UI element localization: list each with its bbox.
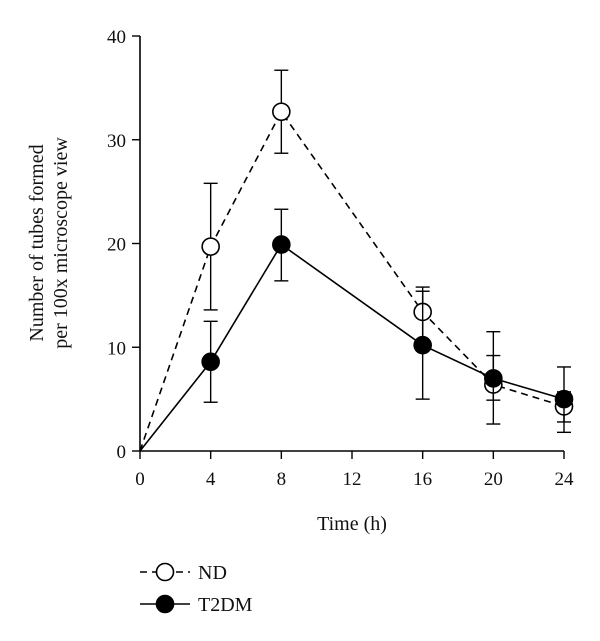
series-t2dm — [139, 208, 574, 452]
legend-label: T2DM — [198, 594, 253, 616]
data-point — [201, 352, 220, 372]
x-axis-title: Time (h) — [317, 513, 387, 535]
axes: 0 10 20 30 40 0 4 8 12 16 20 24 — [107, 27, 574, 490]
y-tick-label: 30 — [107, 131, 126, 152]
data-point — [272, 235, 291, 254]
y-tick-label: 40 — [107, 27, 126, 48]
series-line-t2dm — [139, 243, 565, 452]
x-tick-label: 12 — [343, 469, 362, 490]
error-bar — [486, 354, 501, 425]
data-point — [201, 237, 220, 256]
legend: ND T2DM — [140, 562, 253, 616]
x-tick-label: 0 — [135, 469, 145, 490]
data-point — [272, 102, 291, 122]
x-tick-label: 20 — [484, 469, 503, 490]
y-tick-label: 0 — [117, 442, 127, 463]
x-tick-label: 24 — [555, 469, 575, 490]
y-axis-title-line2: per 100x microscope view — [50, 137, 72, 349]
y-tick-label: 20 — [107, 235, 126, 256]
data-point — [484, 369, 503, 388]
legend-marker — [155, 594, 175, 614]
data-point — [554, 389, 574, 409]
y-tick-label: 10 — [107, 338, 126, 359]
data-point — [413, 335, 432, 355]
x-tick-label: 16 — [413, 469, 432, 490]
legend-label: ND — [198, 562, 227, 584]
x-tick-label: 8 — [277, 469, 287, 490]
y-axis-title-line1: Number of tubes formed — [26, 144, 48, 341]
legend-marker — [155, 562, 175, 582]
x-tick-label: 4 — [206, 469, 216, 490]
legend-item-t2dm: T2DM — [140, 594, 253, 616]
series-layer — [139, 69, 574, 452]
legend-item-nd: ND — [140, 562, 227, 584]
series-line-nd — [139, 110, 565, 452]
series-nd — [139, 69, 574, 452]
